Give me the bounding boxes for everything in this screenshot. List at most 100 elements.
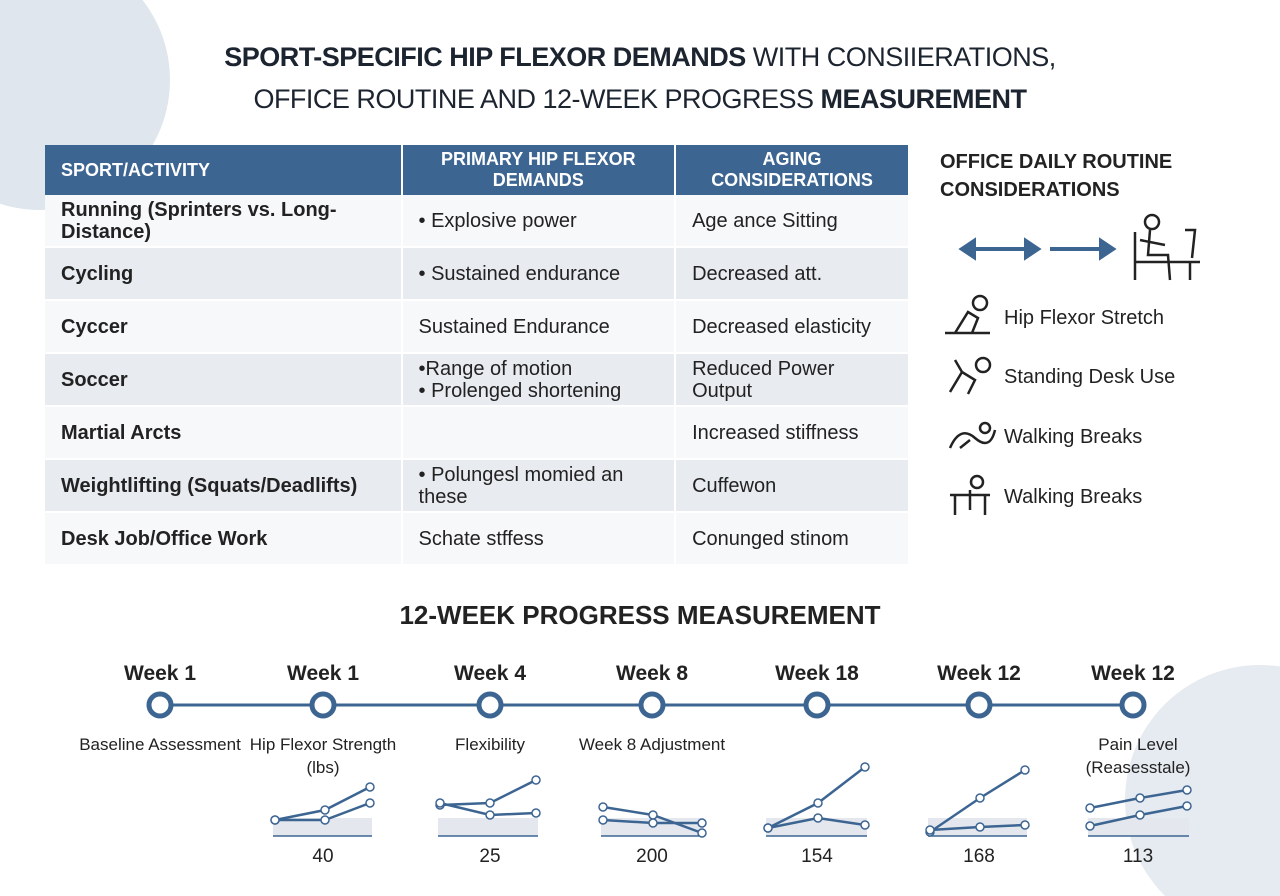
milestone-label: Hip Flexor Strength (lbs) [249,735,397,777]
header-row: SPORT/ACTIVITY PRIMARY HIP FLEXOR DEMANDS… [45,145,910,195]
table-cell: Decreased att. [675,247,910,301]
title-bold: SPORT-SPECIFIC HIP FLEXOR DEMANDS [224,42,746,72]
spark-dot [860,820,870,830]
milestone-value: 168 [963,846,995,867]
table-cell: Conunged stinom [675,512,910,566]
spark-dot [531,808,541,818]
milestone-label: Week 8 Adjustment [578,735,726,754]
table-row: Soccer •Range of motion • Prolenged shorte… [45,353,910,407]
spark-dot [365,782,375,792]
table-cell: • Sustained endurance [401,247,677,301]
milestone-node [965,691,993,719]
progress-title: 12-WEEK PROGRESS MEASUREMENT [399,600,881,630]
spark-dot [1085,821,1095,831]
table-cell: Increased stiffness [675,406,910,460]
spark-dot [435,798,445,808]
table-cell: Weightlifting (Squats/Deadlifts) [45,459,403,513]
table-cell: Cuffewon [675,459,910,513]
table-cell: • Polungesl momied an these [401,459,677,513]
table-cell [401,406,677,460]
routine-item: Standing Desk Use [1004,366,1176,388]
milestone-node [146,691,174,719]
spark-dot [270,815,280,825]
title-bold: MEASUREMENT [820,84,1028,114]
milestone-week: Week 8 [616,662,688,685]
arrows [958,237,1117,261]
spark-dot [975,793,985,803]
spark-dot [1135,810,1145,820]
milestone-node [638,691,666,719]
spark-dot [598,802,608,812]
spark-dot [365,798,375,808]
spark-dot [485,810,495,820]
spark-dot [1182,785,1192,795]
milestone-week: Week 1 [124,662,196,685]
title-line: SPORT-SPECIFIC HIP FLEXOR DEMANDS WITH C… [0,42,1280,73]
spark-line [274,785,371,822]
spark-dot [763,823,773,833]
table-cell: • Explosive power [401,195,677,248]
table-cell: Decreased elasticity [675,300,910,354]
spark-dot [697,818,707,828]
routine-item: Hip Flexor Stretch [1004,307,1165,329]
spark-dot [1020,820,1030,830]
table-row: Desk Job/Office Work Schate stffess Conung… [45,512,910,566]
table-cell: Sustained Endurance [401,300,677,354]
spark-area [273,818,372,836]
office-title: OFFICE DAILY ROUTINE CONSIDERATIONS [940,151,1173,201]
title-line: OFFICE ROUTINE AND 12-WEEK PROGRESS MEAS… [0,84,1280,115]
spark-dot [1135,793,1145,803]
spark-dot [697,828,707,838]
title-regular: OFFICE ROUTINE AND 12-WEEK PROGRESS [253,84,814,114]
milestone-node [309,691,337,719]
milestone-value: 200 [636,846,668,867]
table-cell: Cycling [45,247,403,301]
spark-dot [860,762,870,772]
column-header: SPORT/ACTIVITY [45,145,403,195]
spark-dot [320,815,330,825]
milestone-week: Week 1 [287,662,359,685]
routine-item: Walking Breaks [1004,426,1143,448]
table-row: Cyccer Sustained Endurance Decreased elast… [45,300,910,354]
icons [945,213,1200,515]
table-cell: Running (Sprinters vs. Long-Distance) [45,195,403,248]
milestone-node [1119,691,1147,719]
milestone-node [476,691,504,719]
spark-dot [1020,765,1030,775]
spark-dot [1085,803,1095,813]
title-regular: WITH CONSIIERATIONS, [752,42,1057,72]
spark-dot [813,798,823,808]
table-row: Running (Sprinters vs. Long-Distance) • E… [45,195,910,248]
spark-area [1088,818,1189,836]
spark-dot [648,810,658,820]
milestone-value: 25 [479,846,501,867]
column-header: PRIMARY HIP FLEXOR DEMANDS [401,145,677,195]
cell-line: • Prolenged shortening [418,379,622,402]
table-row: Cycling • Sustained endurance Decreased at… [45,247,910,301]
milestone-value: 154 [801,846,833,867]
spark-area [438,818,538,836]
spark-dot [648,818,658,828]
bg-circle [1125,665,1280,896]
spark-dot [975,822,985,832]
milestone-label: Pain Level (Reasesstale) [1085,735,1191,777]
table-cell: Desk Job/Office Work [45,512,403,566]
spark-dot [1182,801,1192,811]
milestone-week: Week 12 [1091,662,1175,685]
table-cell: Reduced Power Output [675,353,910,407]
table-cell: Martial Arcts [45,406,403,460]
cell-line: •Range of motion [418,357,573,380]
routine-item: Walking Breaks [1004,486,1143,508]
table-row: Martial Arcts Increased stiffness [45,406,910,460]
table-cell: Soccer [45,353,403,407]
milestone-week: Week 18 [775,662,859,685]
spark-dot [925,825,935,835]
milestone-node [803,691,831,719]
milestone-value: 40 [312,846,334,867]
table-cell: Schate stffess [401,512,677,566]
milestone-value: 113 [1122,846,1154,867]
table-cell: Age ance Sitting [675,195,910,248]
spark-dot [813,813,823,823]
